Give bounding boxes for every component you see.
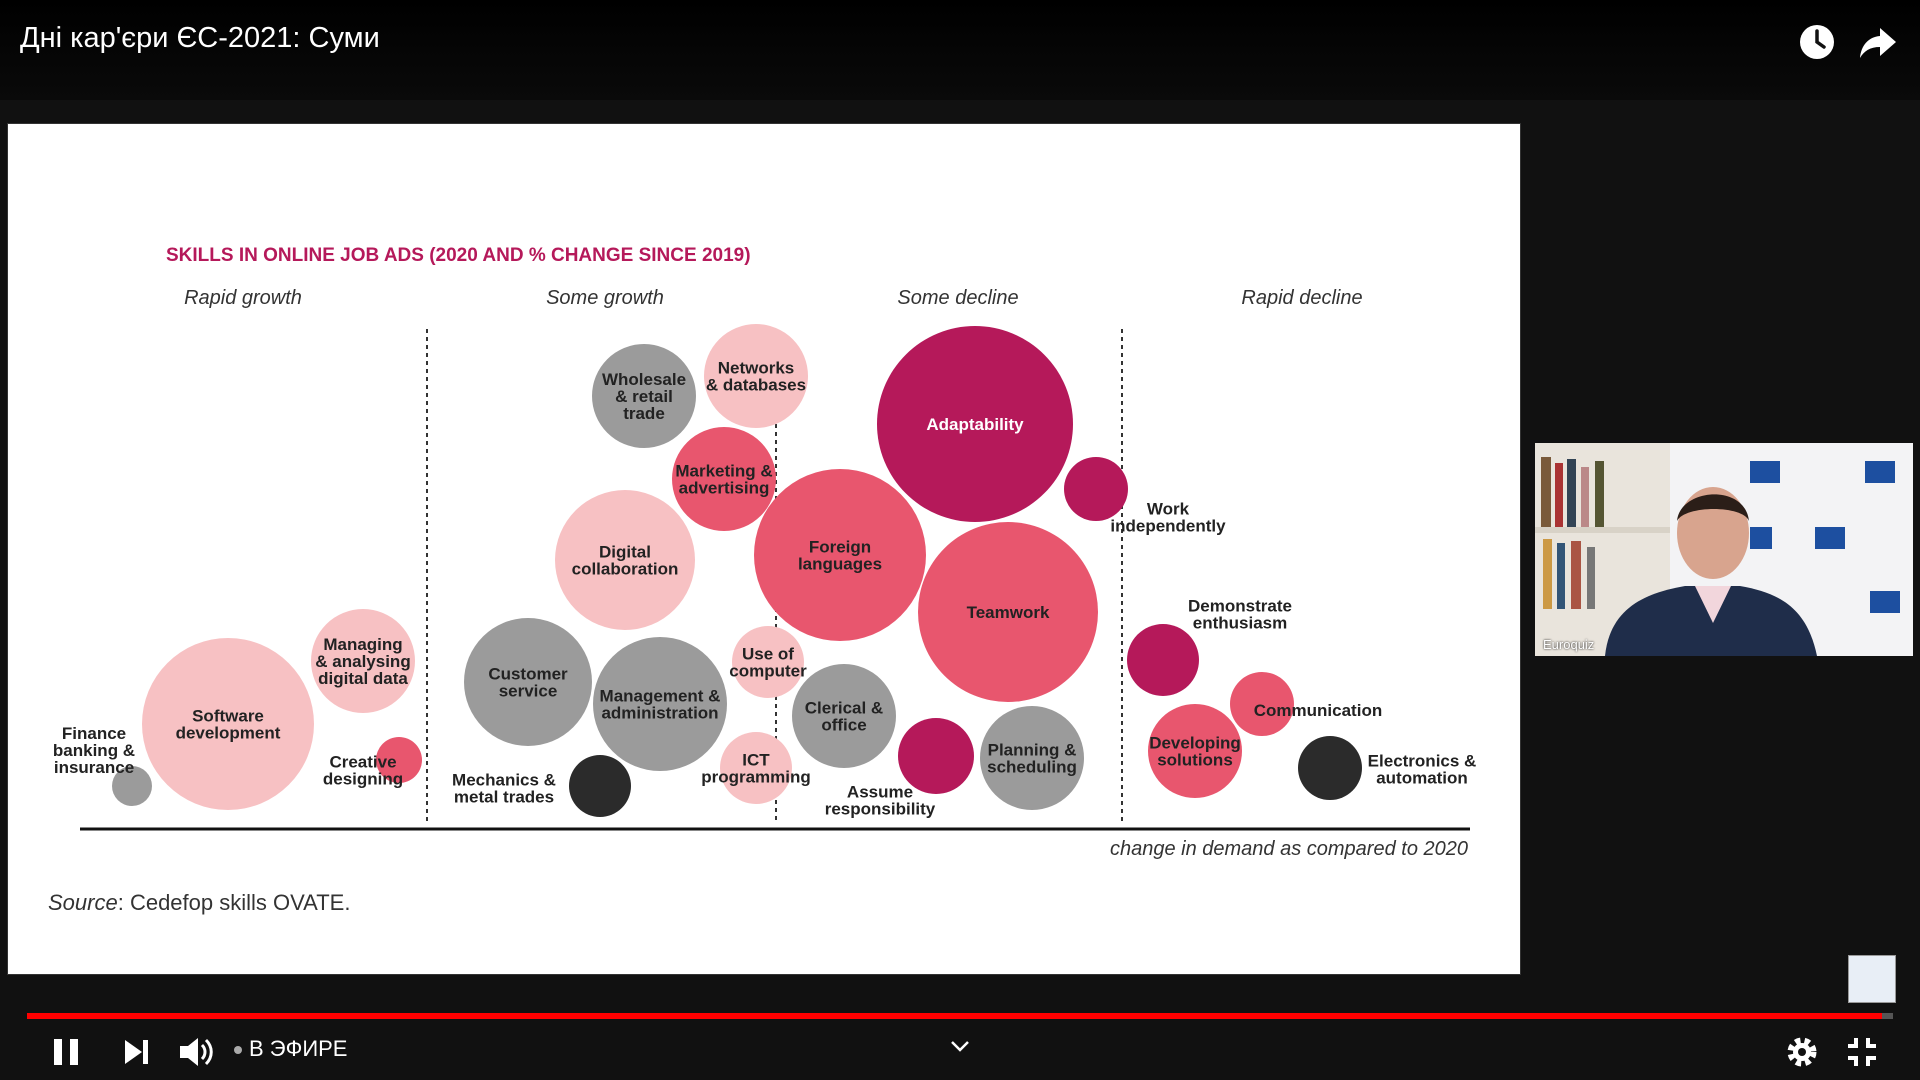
category-label-some-growth: Some growth (546, 287, 664, 309)
bubble-label-foreign-languages: Foreign languages (798, 538, 882, 574)
bubble-digital-collaboration (555, 490, 695, 630)
webcam-feed: Euroquiz (1535, 443, 1913, 656)
bubble-managing-analysing-digital-data (311, 609, 415, 713)
bubble-label-planning-scheduling: Planning & scheduling (987, 741, 1077, 777)
axis-label: change in demand as compared to 2020 (1110, 838, 1468, 860)
bubble-label-adaptability: Adaptability (926, 415, 1024, 434)
bubble-planning-scheduling (980, 706, 1084, 810)
presenter-figure (1535, 457, 1900, 656)
bubble-mechanics-metal-trades (569, 755, 631, 817)
bubbles-group: Finance banking & insurance Software develop… (53, 324, 1476, 819)
bubble-ict-programming (720, 732, 792, 804)
exit-fullscreen-icon[interactable] (1840, 1030, 1884, 1074)
bubble-developing-solutions (1148, 704, 1242, 798)
bubble-label-teamwork: Teamwork (967, 603, 1050, 622)
bubble-demonstrate-enthusiasm (1127, 624, 1199, 696)
source-note: Source: Cedefop skills OVATE. (48, 890, 350, 915)
bubble-label-mechanics-metal-trades: Mechanics & metal trades (452, 771, 556, 807)
bubble-label-digital-collaboration: Digital collaboration (572, 543, 679, 579)
player-controls (0, 1022, 1920, 1080)
progress-fill (27, 1013, 1882, 1019)
bubble-creative-designing (376, 737, 422, 783)
volume-icon[interactable] (174, 1030, 218, 1074)
chevron-down-icon[interactable] (948, 1036, 972, 1056)
bubble-software-development (142, 638, 314, 810)
bubble-clerical-office (792, 664, 896, 768)
bubble-label-use-of-computer: Use of computer (729, 645, 807, 681)
bubble-label-software-development: Software development (176, 707, 281, 743)
bubble-networks-databases (704, 324, 808, 428)
bubble-label-demonstrate-enthusiasm: Demonstrate enthusiasm (1188, 597, 1292, 633)
video-title[interactable]: Дні кар'єри ЄС-2021: Суми (20, 22, 380, 54)
live-indicator-dot (234, 1046, 242, 1054)
skills-bubble-chart: SKILLS IN ONLINE JOB ADS (2020 AND % CHA… (48, 245, 1476, 915)
settings-gear-icon[interactable] (1780, 1030, 1824, 1074)
share-icon[interactable] (1856, 20, 1900, 64)
bubble-assume-responsibility (898, 718, 974, 794)
bubble-label-electronics-automation: Electronics & automation (1368, 752, 1477, 788)
bubble-label-work-independently: Work independently (1110, 500, 1226, 536)
bubble-label-managing-analysing-digital-data: Managing & analysing digital data (315, 635, 410, 688)
bubble-label-networks-databases: Networks & databases (706, 359, 806, 395)
webcam-label: Euroquiz (1543, 637, 1595, 652)
channel-watermark[interactable] (1848, 955, 1896, 1003)
bubble-label-creative-designing: Creative designing (323, 753, 403, 789)
player-top-bar (0, 0, 1920, 100)
bubble-label-wholesale-retail-trade: Wholesale & retail trade (602, 370, 686, 423)
bubble-label-customer-service: Customer service (488, 665, 568, 701)
bubble-marketing-advertising (672, 427, 776, 531)
bubble-customer-service (464, 618, 592, 746)
bubble-adaptability (877, 326, 1073, 522)
category-label-some-decline: Some decline (897, 287, 1018, 309)
bubble-work-independently (1064, 457, 1128, 521)
category-label-rapid-growth: Rapid growth (184, 287, 302, 309)
source-label: Source (48, 890, 118, 915)
bubble-foreign-languages (754, 469, 926, 641)
bubble-label-assume-responsibility: Assume responsibility (825, 783, 936, 819)
bubble-label-ict-programming: ICT programming (701, 751, 811, 787)
bubble-management-administration (593, 637, 727, 771)
bubble-teamwork (918, 522, 1098, 702)
source-text: : Cedefop skills OVATE. (118, 890, 351, 915)
bubble-electronics-automation (1298, 736, 1362, 800)
bubble-label-finance-banking-insurance: Finance banking & insurance (53, 724, 135, 777)
bubble-label-clerical-office: Clerical & office (805, 699, 883, 735)
live-label[interactable]: В ЭФИРЕ (249, 1036, 348, 1061)
presentation-slide: SKILLS IN ONLINE JOB ADS (2020 AND % CHA… (8, 124, 1520, 974)
next-icon[interactable] (114, 1030, 158, 1074)
bubble-label-communication: Communication (1254, 701, 1382, 720)
progress-bar[interactable] (27, 1013, 1893, 1019)
bubble-communication (1230, 672, 1294, 736)
bubble-label-developing-solutions: Developing solutions (1149, 734, 1241, 770)
bubble-wholesale-retail-trade (592, 344, 696, 448)
watch-later-icon[interactable] (1795, 20, 1839, 64)
bubble-label-management-administration: Management & administration (600, 687, 721, 723)
bubble-use-of-computer (732, 626, 804, 698)
bubble-label-marketing-advertising: Marketing & advertising (675, 462, 772, 498)
bubble-finance-banking-insurance (112, 766, 152, 806)
pause-icon[interactable] (44, 1030, 88, 1074)
chart-title: SKILLS IN ONLINE JOB ADS (2020 AND % CHA… (166, 245, 751, 266)
category-label-rapid-decline: Rapid decline (1241, 287, 1362, 309)
